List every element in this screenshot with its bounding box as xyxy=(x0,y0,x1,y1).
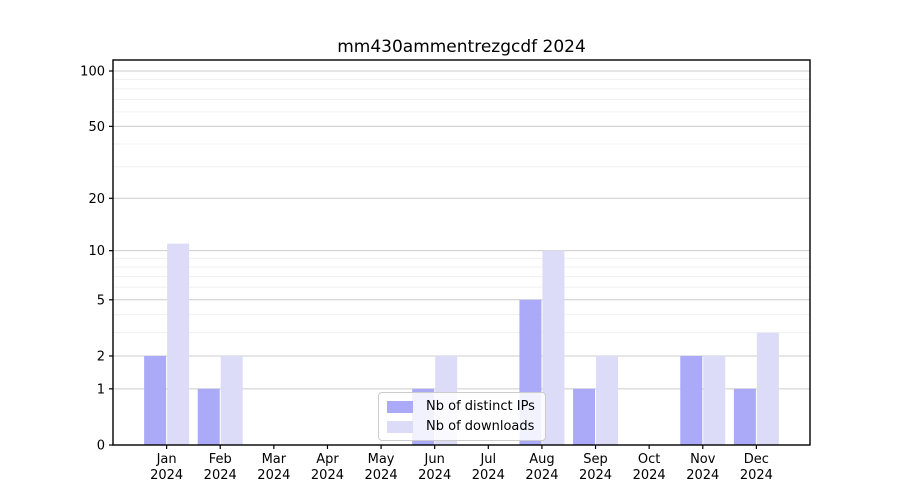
bars-downloads xyxy=(167,243,779,445)
plot-frame xyxy=(112,59,811,446)
x-tick-label-month: May xyxy=(368,452,395,467)
x-tick-label-year: 2024 xyxy=(204,468,237,483)
legend-item-distinct-ips: Nb of distinct IPs xyxy=(387,400,535,413)
legend-swatch-distinct-ips xyxy=(387,400,413,413)
bar xyxy=(596,355,619,445)
x-tick-label-month: Jul xyxy=(479,452,496,467)
bar xyxy=(703,355,726,445)
x-tick-label-month: Jan xyxy=(156,452,177,467)
legend-label-downloads: Nb of downloads xyxy=(426,419,535,434)
y-tick-label: 50 xyxy=(88,120,105,135)
x-tick-label-month: Sep xyxy=(583,452,608,467)
legend: Nb of distinct IPs Nb of downloads xyxy=(378,392,546,441)
bar xyxy=(756,332,779,445)
x-tick-label-month: Jun xyxy=(424,452,445,467)
x-tick-label-year: 2024 xyxy=(365,468,398,483)
bar xyxy=(167,243,190,445)
x-tick-label-month: Dec xyxy=(744,452,769,467)
x-tick-label-year: 2024 xyxy=(257,468,290,483)
legend-swatch-downloads xyxy=(387,420,413,433)
x-tick-label-month: Nov xyxy=(690,452,716,467)
y-tick-label: 5 xyxy=(97,293,105,308)
bar xyxy=(220,355,243,445)
y-tick-label: 20 xyxy=(88,192,105,207)
bar xyxy=(680,355,703,445)
x-tick-label-year: 2024 xyxy=(740,468,773,483)
y-tick-label: 10 xyxy=(88,244,105,259)
x-tick-label-year: 2024 xyxy=(525,468,558,483)
x-tick-label-year: 2024 xyxy=(633,468,666,483)
x-tick-label-year: 2024 xyxy=(579,468,612,483)
x-tick-label-month: Oct xyxy=(638,452,660,467)
x-tick-label-year: 2024 xyxy=(418,468,451,483)
y-tick-label: 0 xyxy=(97,439,105,454)
x-tick-label-month: Mar xyxy=(262,452,287,467)
grid-minor xyxy=(113,78,810,334)
bar xyxy=(733,388,756,445)
bar xyxy=(197,388,220,445)
bar xyxy=(144,355,167,445)
bar xyxy=(573,388,596,445)
y-axis-ticks: 0 1 2 5 10 20 50 100 xyxy=(80,65,113,454)
y-tick-label: 100 xyxy=(80,65,105,80)
x-tick-label-year: 2024 xyxy=(311,468,344,483)
grid-major xyxy=(113,70,810,390)
legend-label-distinct-ips: Nb of distinct IPs xyxy=(426,399,535,414)
y-tick-label: 2 xyxy=(97,349,105,364)
x-tick-label-year: 2024 xyxy=(472,468,505,483)
x-tick-label-month: Aug xyxy=(529,452,554,467)
x-tick-label-year: 2024 xyxy=(150,468,183,483)
legend-item-downloads: Nb of downloads xyxy=(387,420,535,433)
x-tick-label-year: 2024 xyxy=(686,468,719,483)
x-axis-ticks: Jan2024Feb2024Mar2024Apr2024May2024Jun20… xyxy=(150,445,773,483)
x-tick-label-month: Feb xyxy=(209,452,232,467)
chart-title: mm430ammentrezgcdf 2024 xyxy=(337,37,586,57)
y-tick-label: 1 xyxy=(97,382,105,397)
x-tick-label-month: Apr xyxy=(316,452,339,467)
bar xyxy=(542,250,565,445)
